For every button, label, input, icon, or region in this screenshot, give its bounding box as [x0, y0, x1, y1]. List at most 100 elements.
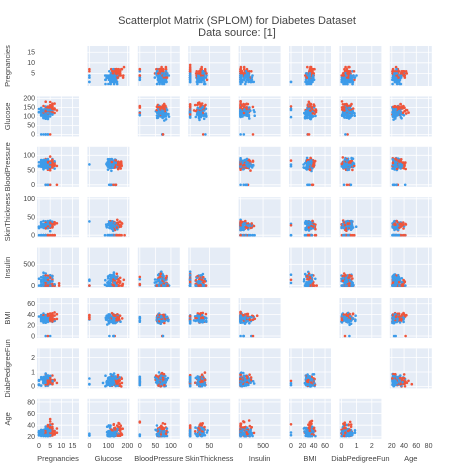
data-point: [239, 224, 242, 227]
data-point: [407, 111, 410, 114]
data-point: [343, 67, 346, 71]
data-point: [343, 223, 347, 227]
data-point: [342, 183, 346, 187]
data-point: [108, 221, 111, 224]
data-point: [115, 272, 119, 276]
data-point: [188, 283, 192, 286]
data-point: [239, 133, 242, 136]
data-point: [343, 82, 347, 86]
data-point: [161, 111, 164, 114]
data-point: [112, 80, 115, 84]
data-point: [162, 67, 165, 71]
data-point: [205, 78, 209, 82]
data-point: [200, 114, 204, 117]
data-point: [161, 115, 165, 119]
data-point: [353, 78, 356, 82]
data-point: [307, 78, 311, 82]
data-point: [88, 67, 91, 71]
data-point: [153, 76, 157, 79]
data-point: [104, 278, 107, 282]
data-point: [53, 167, 56, 170]
data-point: [51, 280, 54, 283]
data-point: [39, 233, 43, 237]
data-point: [395, 183, 398, 187]
data-point: [108, 164, 112, 167]
data-point: [118, 74, 121, 77]
data-point: [394, 160, 397, 164]
data-point: [391, 67, 395, 71]
data-point: [161, 70, 164, 73]
data-point: [350, 102, 353, 106]
data-point: [188, 65, 192, 69]
data-point: [249, 164, 252, 167]
data-point: [391, 281, 395, 284]
data-point: [252, 224, 256, 228]
data-point: [305, 72, 309, 75]
data-point: [197, 72, 200, 75]
data-point: [399, 103, 402, 106]
data-point: [118, 276, 122, 280]
data-point: [346, 74, 350, 77]
data-point: [348, 78, 351, 82]
data-point: [246, 76, 250, 79]
data-point: [306, 162, 310, 166]
data-point: [44, 133, 47, 136]
data-point: [348, 80, 352, 84]
data-point: [205, 115, 208, 118]
data-point: [42, 164, 45, 168]
panel-skinthickness-vs-glucose: [87, 197, 130, 238]
data-point: [114, 159, 117, 162]
data-point: [114, 67, 118, 71]
data-point: [289, 164, 293, 168]
data-point: [53, 220, 56, 224]
data-point: [55, 312, 59, 316]
data-point: [404, 70, 408, 73]
data-point: [188, 280, 192, 284]
data-point: [188, 67, 192, 71]
data-point: [39, 109, 43, 113]
data-point: [391, 158, 395, 161]
data-point: [351, 80, 355, 84]
data-point: [394, 65, 398, 69]
data-point: [46, 108, 50, 112]
data-point: [163, 119, 166, 122]
data-point: [401, 111, 405, 114]
panel-bloodpressure-vs-diabpedigreefun: [339, 146, 382, 187]
data-point: [42, 104, 45, 108]
data-point: [122, 74, 125, 77]
data-point: [306, 65, 309, 69]
data-point: [188, 78, 192, 82]
data-point: [289, 159, 293, 162]
data-point: [250, 80, 254, 84]
data-point: [246, 165, 250, 168]
data-point: [352, 70, 356, 73]
data-point: [48, 334, 52, 338]
data-point: [157, 110, 161, 114]
data-point: [353, 114, 357, 117]
data-point: [199, 78, 202, 82]
data-point: [188, 110, 192, 113]
data-point: [342, 112, 346, 116]
data-point: [48, 233, 52, 237]
data-point: [138, 278, 142, 281]
data-point: [164, 112, 168, 115]
data-point: [194, 284, 197, 287]
data-point: [347, 276, 351, 279]
data-point: [107, 74, 111, 77]
data-point: [39, 113, 43, 116]
panel-glucose-vs-age: [389, 96, 432, 137]
data-point: [242, 67, 246, 71]
data-point: [251, 133, 255, 136]
data-point: [405, 72, 409, 75]
data-point: [44, 100, 47, 103]
data-point: [118, 164, 122, 168]
data-point: [252, 80, 256, 84]
data-point: [55, 222, 59, 225]
data-point: [203, 67, 207, 71]
data-point: [393, 72, 396, 75]
data-point: [202, 117, 206, 121]
data-point: [244, 76, 247, 79]
data-point: [48, 100, 52, 104]
data-point: [159, 107, 162, 111]
